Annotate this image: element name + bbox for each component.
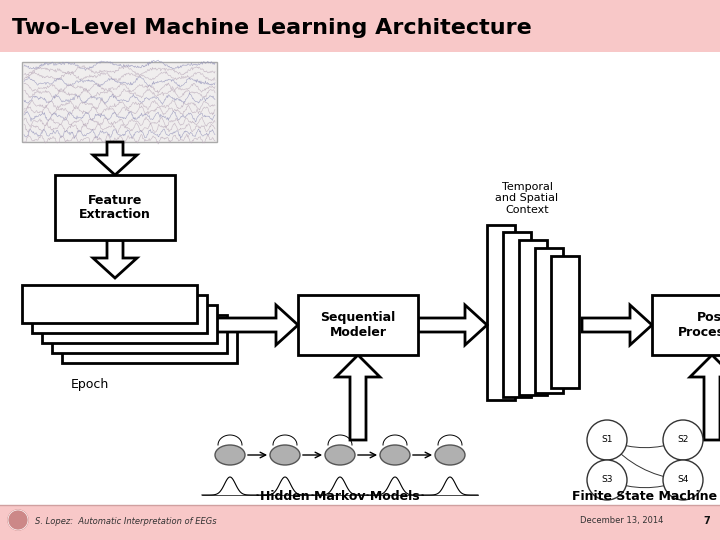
- Polygon shape: [93, 142, 137, 175]
- Text: 7: 7: [703, 516, 711, 526]
- Polygon shape: [690, 355, 720, 440]
- Ellipse shape: [325, 445, 355, 465]
- Bar: [503, 232, 531, 397]
- Bar: [519, 240, 547, 395]
- Ellipse shape: [270, 445, 300, 465]
- Text: Two-Level Machine Learning Architecture: Two-Level Machine Learning Architecture: [12, 18, 532, 38]
- Polygon shape: [582, 305, 652, 345]
- Circle shape: [587, 460, 627, 500]
- Text: Feature
Extraction: Feature Extraction: [79, 193, 151, 221]
- Ellipse shape: [215, 445, 245, 465]
- Polygon shape: [336, 355, 380, 440]
- Polygon shape: [418, 305, 487, 345]
- Bar: [551, 256, 579, 388]
- Text: S1: S1: [601, 435, 613, 444]
- Circle shape: [663, 460, 703, 500]
- Text: Temporal
and Spatial
Context: Temporal and Spatial Context: [495, 182, 559, 215]
- Text: S. Lopez:  Automatic Interpretation of EEGs: S. Lopez: Automatic Interpretation of EE…: [35, 516, 217, 525]
- Circle shape: [663, 420, 703, 460]
- Polygon shape: [93, 240, 137, 278]
- Bar: [42, 305, 217, 343]
- Bar: [52, 315, 227, 353]
- Bar: [62, 325, 237, 363]
- Text: Sequential
Modeler: Sequential Modeler: [320, 311, 395, 339]
- Text: S4: S4: [678, 476, 689, 484]
- Bar: [22, 285, 197, 323]
- Ellipse shape: [380, 445, 410, 465]
- Circle shape: [8, 510, 28, 530]
- Bar: [652, 295, 720, 355]
- Text: Epoch: Epoch: [71, 378, 109, 391]
- Text: Finite State Machine: Finite State Machine: [572, 490, 718, 503]
- Text: December 13, 2014: December 13, 2014: [580, 516, 663, 525]
- Circle shape: [587, 420, 627, 460]
- Bar: [0, 505, 720, 540]
- Bar: [535, 248, 563, 393]
- Text: S2: S2: [678, 435, 689, 444]
- Polygon shape: [207, 305, 298, 345]
- Bar: [298, 295, 418, 355]
- Text: Post
Processor: Post Processor: [678, 311, 720, 339]
- Bar: [487, 225, 515, 400]
- Ellipse shape: [435, 445, 465, 465]
- Text: S3: S3: [601, 476, 613, 484]
- Bar: [0, 0, 720, 52]
- Bar: [55, 175, 175, 240]
- Text: Hidden Markov Models: Hidden Markov Models: [260, 490, 420, 503]
- Bar: [32, 295, 207, 333]
- Bar: [22, 62, 217, 142]
